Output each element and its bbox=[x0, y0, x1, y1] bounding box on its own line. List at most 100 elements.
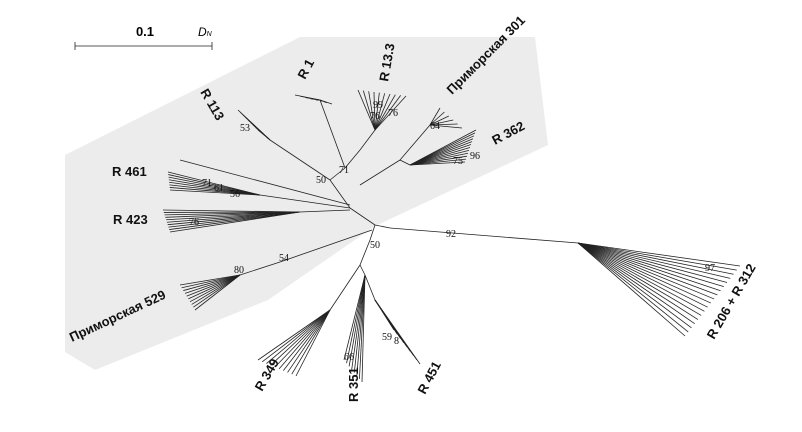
branch bbox=[295, 309, 331, 377]
branch bbox=[274, 309, 331, 368]
branch bbox=[577, 242, 731, 279]
bootstrap-value: 61 bbox=[214, 183, 224, 194]
branch bbox=[189, 274, 241, 303]
branch bbox=[361, 274, 366, 383]
branch bbox=[409, 141, 473, 166]
branch bbox=[577, 242, 721, 292]
branch bbox=[577, 242, 728, 283]
branch bbox=[164, 211, 301, 216]
branch bbox=[353, 274, 366, 373]
group-label: R 349 bbox=[252, 356, 282, 394]
bootstrap-value: 50 bbox=[316, 175, 326, 186]
branch bbox=[374, 94, 396, 131]
branch bbox=[577, 242, 689, 333]
branch bbox=[409, 152, 469, 166]
branch bbox=[329, 167, 346, 181]
branch bbox=[239, 261, 281, 276]
branch bbox=[329, 264, 361, 311]
branch bbox=[181, 274, 241, 289]
branch bbox=[279, 229, 373, 263]
bootstrap-value: 76 bbox=[388, 108, 398, 119]
branch bbox=[169, 181, 261, 196]
branch bbox=[577, 242, 708, 308]
branch bbox=[577, 242, 734, 275]
branch bbox=[179, 274, 241, 286]
group-label: R 351 bbox=[346, 367, 361, 402]
bootstrap-value: 97 bbox=[705, 263, 715, 274]
bootstrap-value: 50 bbox=[370, 240, 380, 251]
branch bbox=[374, 93, 391, 131]
branch bbox=[399, 124, 431, 161]
branch bbox=[429, 124, 463, 129]
branch bbox=[409, 149, 470, 166]
bootstrap-value: 71 bbox=[202, 178, 212, 189]
branch bbox=[409, 155, 468, 166]
branch bbox=[374, 92, 380, 131]
bootstrap-value: 75 bbox=[453, 156, 463, 167]
branch bbox=[179, 159, 351, 206]
branch bbox=[166, 211, 301, 221]
branch bbox=[577, 242, 715, 300]
bootstrap-value: 53 bbox=[240, 123, 250, 134]
branch bbox=[183, 274, 241, 291]
branch bbox=[348, 274, 366, 367]
branch bbox=[429, 111, 445, 126]
branch bbox=[409, 144, 472, 166]
branch bbox=[409, 158, 467, 166]
branch bbox=[429, 107, 441, 126]
branch bbox=[369, 224, 376, 241]
branch bbox=[168, 176, 261, 196]
branch bbox=[270, 309, 331, 366]
branch bbox=[266, 309, 331, 364]
branch bbox=[165, 211, 301, 218]
bootstrap-value: 99 bbox=[373, 100, 383, 111]
branch bbox=[359, 264, 366, 276]
branch bbox=[259, 194, 351, 209]
branch bbox=[283, 309, 331, 371]
scale-unit-letter: D bbox=[198, 25, 207, 39]
branch bbox=[166, 211, 301, 223]
branch bbox=[374, 95, 407, 131]
branch bbox=[278, 309, 331, 370]
branch bbox=[299, 209, 351, 213]
branch bbox=[169, 189, 261, 196]
bootstrap-value: 54 bbox=[279, 253, 289, 264]
branch bbox=[346, 274, 366, 364]
branch bbox=[577, 242, 705, 312]
bootstrap-value: 92 bbox=[446, 229, 456, 240]
branch bbox=[577, 242, 702, 316]
branch bbox=[364, 274, 376, 301]
branch bbox=[409, 147, 471, 166]
branch bbox=[429, 119, 454, 126]
branch bbox=[359, 129, 376, 151]
branch bbox=[257, 129, 271, 141]
bootstrap-value: 76 bbox=[370, 111, 380, 122]
branch bbox=[168, 211, 301, 228]
branch bbox=[162, 209, 301, 213]
branch bbox=[374, 224, 391, 229]
branch bbox=[577, 242, 712, 304]
group-label: R 461 bbox=[112, 164, 147, 179]
branch bbox=[167, 171, 261, 196]
branch bbox=[291, 309, 331, 375]
branch bbox=[269, 139, 331, 181]
branch bbox=[188, 274, 241, 300]
branch bbox=[344, 149, 361, 169]
group-label: R 451 bbox=[414, 359, 444, 397]
branch bbox=[169, 211, 301, 233]
branch bbox=[351, 274, 366, 370]
branch bbox=[409, 161, 466, 166]
branch bbox=[319, 99, 346, 169]
branch bbox=[373, 91, 376, 131]
branch bbox=[167, 211, 301, 226]
branch bbox=[287, 309, 331, 373]
branch bbox=[577, 242, 692, 329]
branch bbox=[389, 227, 579, 244]
bootstrap-value: 66 bbox=[344, 352, 354, 363]
branch bbox=[577, 242, 741, 267]
branch bbox=[191, 274, 241, 305]
branch bbox=[359, 239, 371, 266]
scale-unit: DN bbox=[198, 25, 213, 39]
branch bbox=[577, 242, 695, 324]
